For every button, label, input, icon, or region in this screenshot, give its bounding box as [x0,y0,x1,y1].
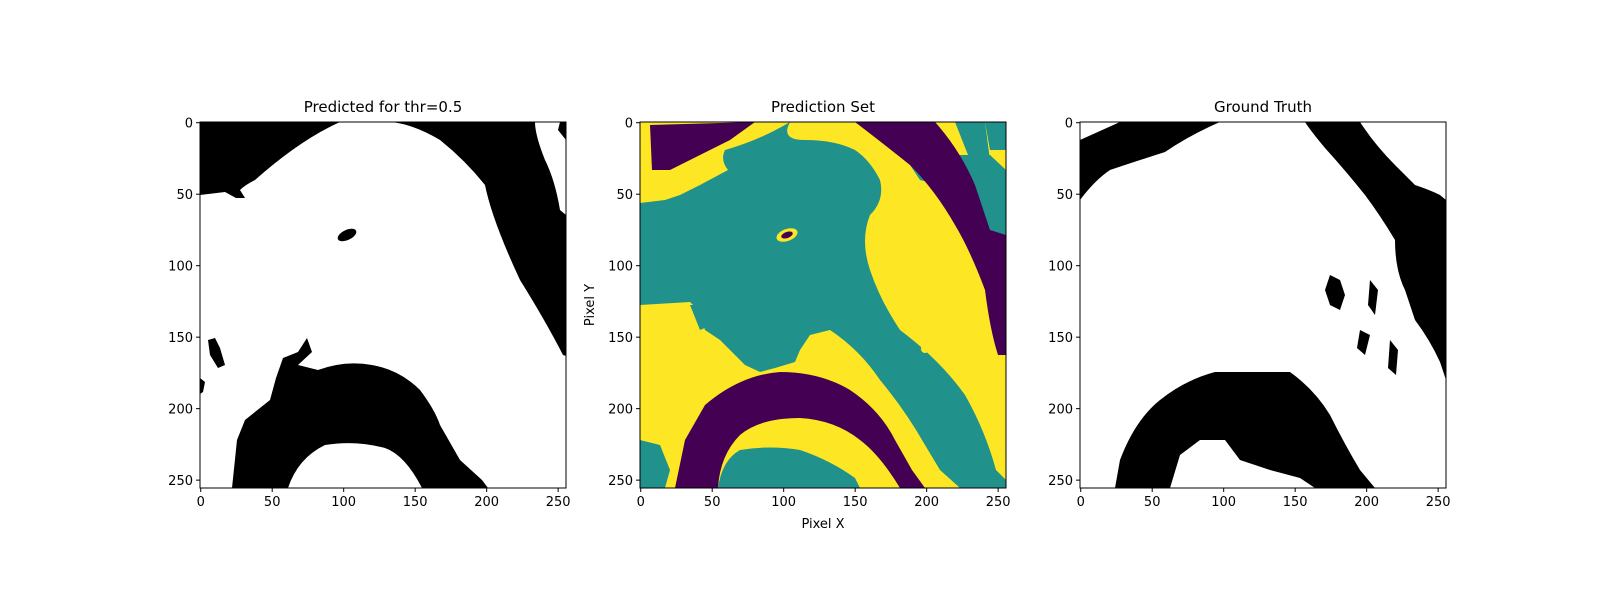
low-region [650,122,755,170]
panel-title: Ground Truth [1214,98,1312,116]
y-tick-label: 50 [1056,188,1073,203]
lower-region [232,338,488,488]
y-tick-label: 250 [168,474,193,489]
y-tick-label: 100 [1048,260,1073,275]
x-tick-label: 250 [986,495,1011,510]
y-tick-label: 200 [1048,403,1073,418]
y-tick-label: 250 [608,474,633,489]
mask-image [200,122,566,488]
x-tick-label: 50 [264,495,281,510]
right-region [392,122,566,356]
y-tick-label: 200 [168,403,193,418]
y-tick-label: 150 [168,331,193,346]
x-tick-label: 0 [197,495,205,510]
y-tick-label: 250 [1048,474,1073,489]
x-tick-label: 150 [1283,495,1308,510]
panel-predicted: Predicted for thr=0.5 0 50 100 150 200 250 0 5… [168,98,570,510]
y-tick-label: 0 [625,117,633,132]
mask-image [1080,122,1446,488]
x-axis-label: Pixel X [801,517,844,532]
y-tick-label: 100 [168,260,193,275]
x-tick-label: 100 [1211,495,1236,510]
x-tick-label: 100 [331,495,356,510]
y-tick-label: 0 [185,117,193,132]
axes-frame [639,121,1007,489]
y-tick-label: 100 [608,260,633,275]
y-tick-label: 150 [1048,331,1073,346]
panel-prediction-set: Prediction Set [583,98,1011,532]
axes-frame [199,121,567,489]
x-tick-label: 50 [1144,495,1161,510]
panel-title: Prediction Set [771,98,875,116]
panel-ground-truth: Ground Truth 0 50 100 150 200 250 0 50 100 150 20… [1048,98,1450,510]
panel-title: Predicted for thr=0.5 [304,98,463,116]
right-band [1305,122,1446,380]
y-tick-label: 50 [176,188,193,203]
class-image [640,122,1006,488]
y-tick-label: 150 [608,331,633,346]
x-tick-label: 150 [403,495,428,510]
y-axis-label: Pixel Y [583,284,598,326]
axes-frame [1079,121,1447,489]
x-tick-label: 200 [1354,495,1379,510]
x-tick-label: 250 [546,495,571,510]
x-tick-label: 50 [704,495,721,510]
hole-blob [337,228,357,242]
y-tick-label: 0 [1065,117,1073,132]
x-tick-label: 200 [914,495,939,510]
x-tick-label: 0 [1077,495,1085,510]
y-tick-label: 50 [616,188,633,203]
y-tick-label: 200 [608,403,633,418]
x-tick-label: 150 [843,495,868,510]
x-tick-label: 100 [771,495,796,510]
x-tick-label: 0 [637,495,645,510]
x-tick-label: 200 [474,495,499,510]
x-tick-label: 250 [1426,495,1451,510]
